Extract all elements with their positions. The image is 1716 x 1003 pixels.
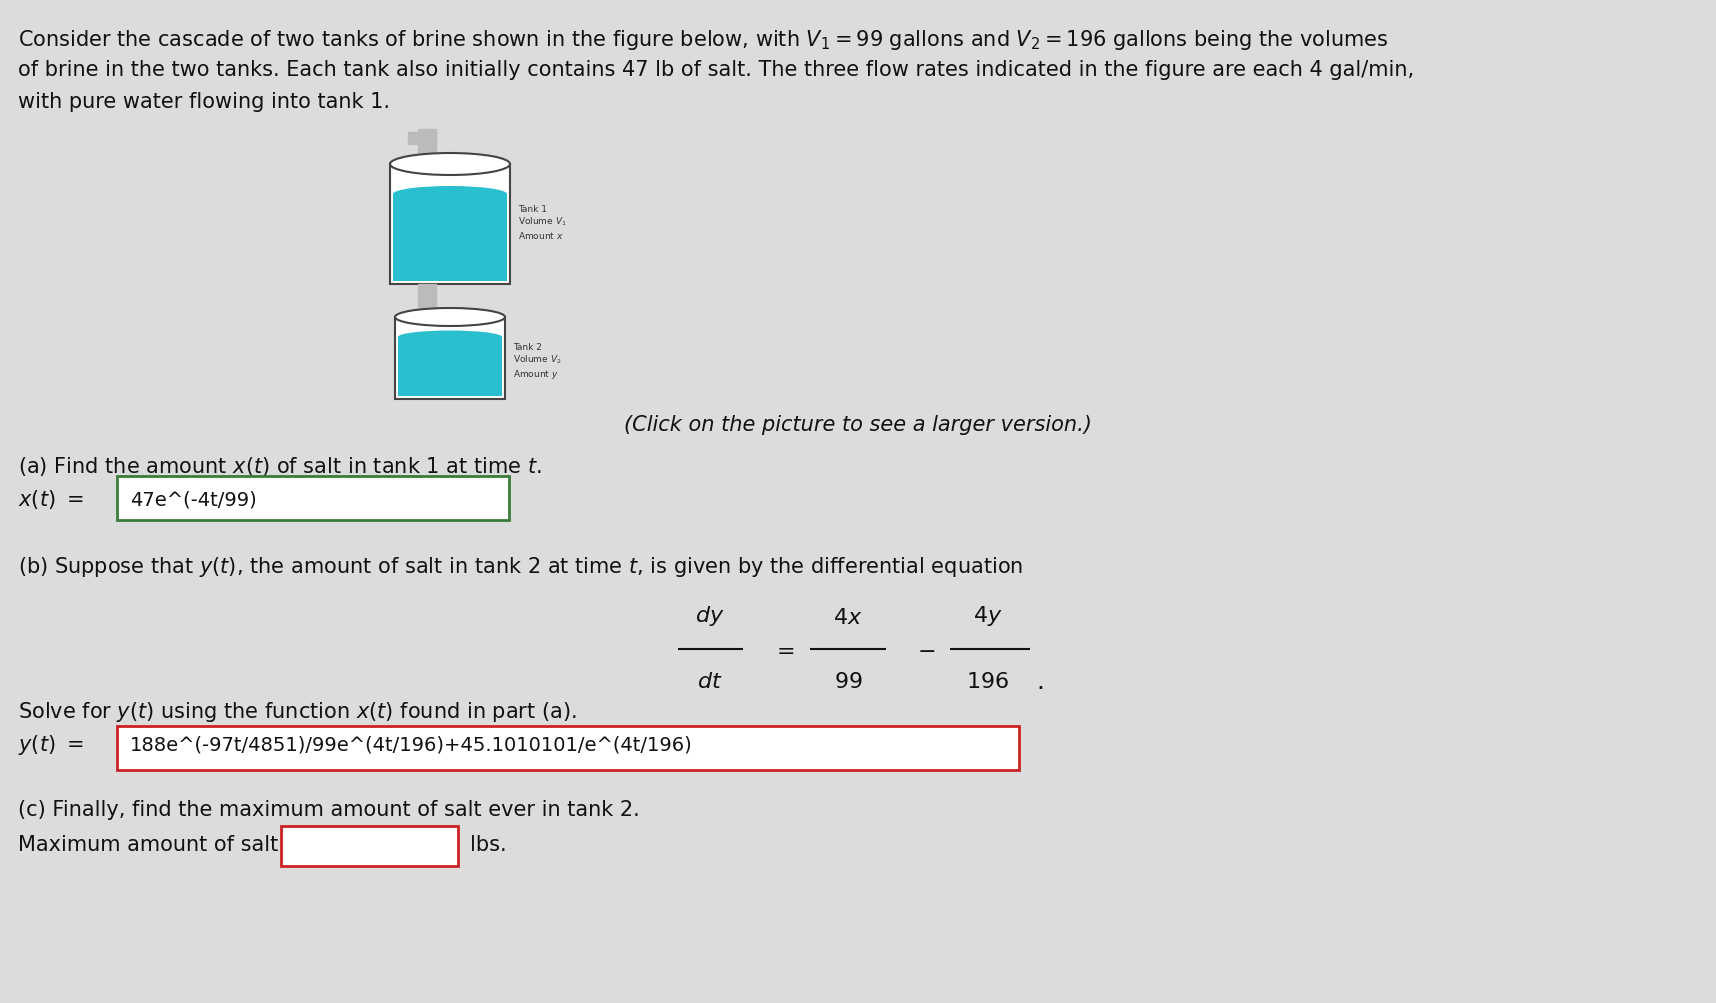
Text: $-$: $-$ xyxy=(916,639,935,659)
Text: Tank 1
Volume $V_1$
Amount $x$: Tank 1 Volume $V_1$ Amount $x$ xyxy=(518,205,566,241)
Text: $99$: $99$ xyxy=(834,671,863,691)
FancyBboxPatch shape xyxy=(117,726,1019,770)
Text: Solve for $y(t)$ using the function $x(t)$ found in part (a).: Solve for $y(t)$ using the function $x(t… xyxy=(17,699,577,723)
Bar xyxy=(395,318,505,399)
Text: $x(t)\ =\ $: $x(t)\ =\ $ xyxy=(17,488,84,511)
Bar xyxy=(398,338,503,396)
FancyBboxPatch shape xyxy=(117,476,510,521)
Text: with pure water flowing into tank 1.: with pure water flowing into tank 1. xyxy=(17,92,390,112)
FancyBboxPatch shape xyxy=(281,826,458,867)
Text: $196$: $196$ xyxy=(966,671,1009,691)
Text: (a) Find the amount $x(t)$ of salt in tank 1 at time $t$.: (a) Find the amount $x(t)$ of salt in ta… xyxy=(17,454,542,477)
Ellipse shape xyxy=(393,187,506,203)
Bar xyxy=(408,132,436,144)
Text: (Click on the picture to see a larger version.): (Click on the picture to see a larger ve… xyxy=(625,414,1091,434)
Text: lbs.: lbs. xyxy=(470,834,506,855)
Ellipse shape xyxy=(395,309,505,327)
Bar xyxy=(419,285,436,318)
Text: Consider the cascade of two tanks of brine shown in the figure below, with $V_1 : Consider the cascade of two tanks of bri… xyxy=(17,28,1388,52)
Ellipse shape xyxy=(390,153,510,176)
Text: $.$: $.$ xyxy=(1036,669,1043,693)
Text: 47e^(-4t/99): 47e^(-4t/99) xyxy=(130,490,257,509)
Ellipse shape xyxy=(398,331,503,344)
Text: Tank 2
Volume $V_2$
Amount $y$: Tank 2 Volume $V_2$ Amount $y$ xyxy=(513,343,561,381)
Text: of brine in the two tanks. Each tank also initially contains 47 lb of salt. The : of brine in the two tanks. Each tank als… xyxy=(17,60,1414,80)
Text: 188e^(-97t/4851)/99e^(4t/196)+45.1010101/e^(4t/196): 188e^(-97t/4851)/99e^(4t/196)+45.1010101… xyxy=(130,735,693,753)
Text: $dy$: $dy$ xyxy=(695,604,724,627)
Text: (c) Finally, find the maximum amount of salt ever in tank 2.: (c) Finally, find the maximum amount of … xyxy=(17,799,640,819)
Bar xyxy=(393,195,506,282)
Bar xyxy=(390,164,510,285)
Bar xyxy=(419,129,436,164)
Text: (b) Suppose that $y(t)$, the amount of salt in tank 2 at time $t$, is given by t: (b) Suppose that $y(t)$, the amount of s… xyxy=(17,555,1023,579)
Text: Maximum amount of salt =: Maximum amount of salt = xyxy=(17,834,309,855)
Text: $4x$: $4x$ xyxy=(834,608,863,627)
Text: $dt$: $dt$ xyxy=(697,671,722,691)
Text: $4y$: $4y$ xyxy=(973,604,1002,627)
Text: $y(t)\ =\ $: $y(t)\ =\ $ xyxy=(17,732,84,756)
Text: $=$: $=$ xyxy=(772,639,795,659)
